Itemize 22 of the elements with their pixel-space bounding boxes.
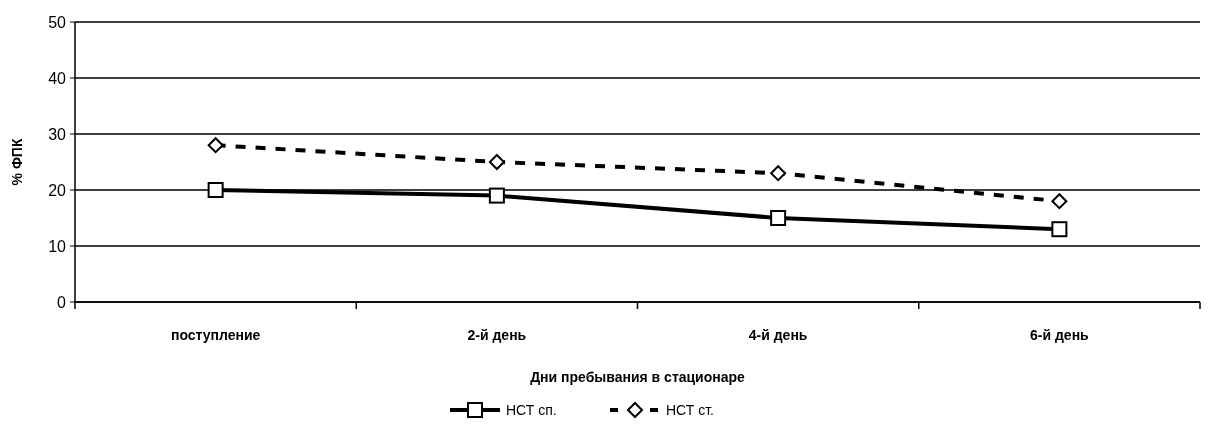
- x-tick-label: 2-й день: [467, 327, 527, 343]
- y-tick-label: 20: [48, 181, 67, 199]
- point: [770, 165, 787, 182]
- point: [488, 154, 505, 170]
- x-tick-label: 6-й день: [1030, 327, 1090, 343]
- y-axis-title: % ФПК: [9, 138, 25, 186]
- point: [1051, 221, 1068, 238]
- y-tick-label: 30: [48, 125, 67, 143]
- legend-label: НСТ сп.: [506, 401, 557, 418]
- point: [1051, 193, 1068, 210]
- y-tick-label: 10: [48, 237, 67, 255]
- point: [207, 137, 224, 154]
- x-tick-label: поступление: [170, 327, 261, 343]
- point: [770, 210, 787, 226]
- legend-label: НСТ ст.: [666, 401, 714, 418]
- x-axis-title: Дни пребывания в стационаре: [530, 369, 746, 385]
- y-tick-label: 0: [57, 293, 67, 311]
- point: [488, 187, 505, 204]
- y-tick-label: 40: [48, 69, 67, 87]
- x-tick-label: 4-й день: [748, 327, 808, 343]
- point: [207, 182, 224, 198]
- y-tick-label: 50: [48, 13, 67, 31]
